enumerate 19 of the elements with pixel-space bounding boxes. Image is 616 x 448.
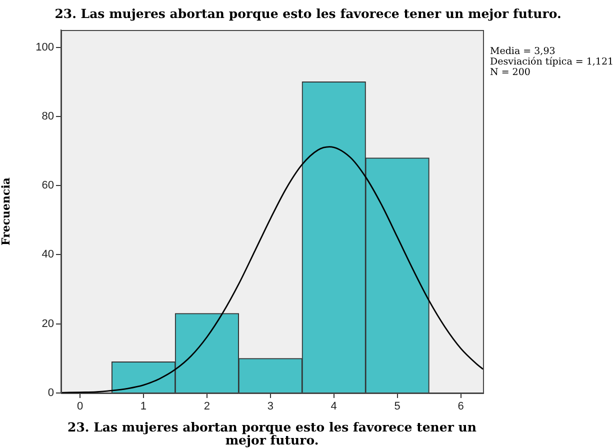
y-axis-title: Frecuencia [0, 177, 12, 246]
x-tick-label: 0 [76, 400, 84, 413]
x-tick-label: 4 [330, 400, 337, 413]
x-axis-title: 23. Las mujeres abortan porque esto les favorece tener un mejor futuro. [68, 420, 476, 448]
text: N = 200 [490, 67, 530, 78]
y-tick-label: 100 [36, 41, 54, 54]
x-tick-label: 2 [204, 400, 210, 413]
text: Desviación típica = 1,121 [490, 56, 614, 68]
y-tick-label: 60 [42, 180, 54, 192]
text: Media = 3,93 [490, 46, 556, 57]
x-tick-label: 5 [394, 400, 400, 413]
x-tick-label: 1 [140, 400, 147, 413]
x-tick-label: 3 [267, 400, 274, 413]
y-tick-label: 0 [48, 387, 54, 400]
chart-title: 23. Las mujeres abortan porque esto les favorece tener un mejor futuro. [54, 6, 562, 21]
x-tick-label: 6 [458, 400, 464, 413]
y-tick-label: 80 [42, 110, 54, 122]
y-tick-label: 40 [42, 248, 54, 261]
y-tick-label: 20 [42, 318, 54, 330]
